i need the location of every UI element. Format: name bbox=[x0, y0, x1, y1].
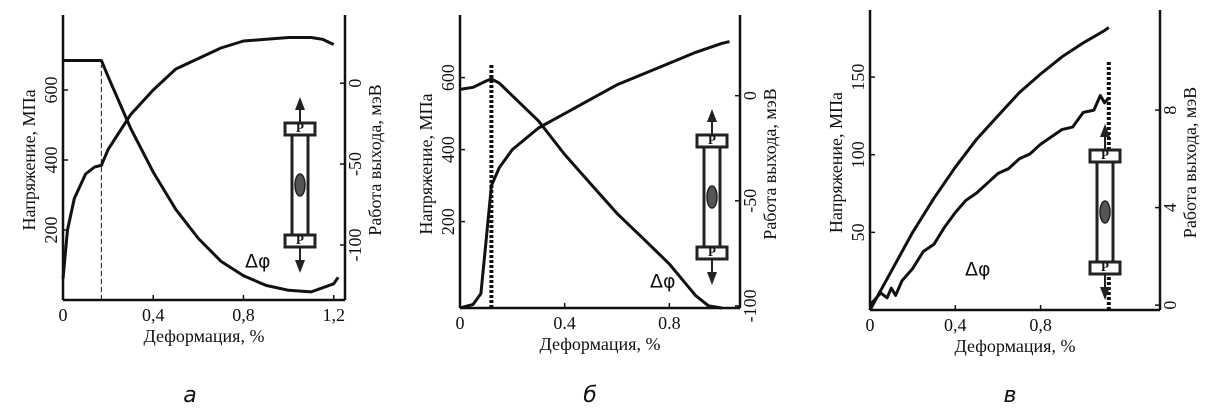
y-tick-label: 400 bbox=[41, 147, 61, 174]
y-axis-title: Напряжение, МПа bbox=[416, 93, 436, 234]
icon-grip bbox=[283, 233, 317, 249]
icon-label: P bbox=[1101, 147, 1109, 162]
y2-tick-label: -100 bbox=[345, 228, 365, 261]
icon-sensor bbox=[294, 173, 306, 197]
data-line bbox=[459, 77, 722, 310]
data-line bbox=[61, 36, 335, 280]
x-tick-label: 1,2 bbox=[322, 305, 345, 325]
y-axis-title: Напряжение, МПа bbox=[19, 89, 39, 230]
icon-sensor bbox=[706, 185, 718, 209]
x-tick-label: 0 bbox=[456, 313, 465, 333]
icon-grip bbox=[1088, 260, 1122, 276]
annotation: Δφ bbox=[245, 251, 271, 273]
data-line bbox=[868, 94, 1110, 307]
y-tick-label: 600 bbox=[438, 64, 458, 91]
y-axis-title: Напряжение, МПа bbox=[826, 92, 846, 233]
x-axis-title: Деформация, % bbox=[955, 336, 1076, 356]
data-line bbox=[868, 26, 1110, 311]
y-tick-label: 600 bbox=[41, 77, 61, 104]
icon-grip bbox=[283, 121, 317, 137]
x-tick-label: 0,4 bbox=[142, 305, 165, 325]
annotation: Δφ bbox=[650, 271, 676, 293]
x-tick-label: 0.8 bbox=[658, 313, 681, 333]
panel-label: б bbox=[583, 383, 597, 408]
panel-label: а bbox=[183, 383, 196, 408]
y2-tick-label: -50 bbox=[740, 189, 760, 213]
y-tick-label: 400 bbox=[438, 136, 458, 163]
y-tick-label: 150 bbox=[848, 64, 868, 91]
y2-tick-label: -50 bbox=[345, 152, 365, 176]
y-tick-label: 100 bbox=[848, 141, 868, 168]
y-tick-label: 50 bbox=[848, 223, 868, 241]
y2-tick-label: 8 bbox=[1160, 106, 1180, 115]
icon-label: P bbox=[296, 120, 304, 135]
x-tick-label: 0 bbox=[866, 315, 875, 335]
y2-axis-title: Работа выхода, мэВ bbox=[1180, 87, 1200, 238]
x-tick-label: 0,4 bbox=[944, 315, 967, 335]
x-tick-label: 0 bbox=[59, 305, 68, 325]
data-line bbox=[63, 59, 340, 294]
icon-label: P bbox=[708, 244, 716, 259]
x-tick-label: 0.4 bbox=[553, 313, 576, 333]
icon-label: P bbox=[296, 232, 304, 247]
icon-grip bbox=[695, 133, 729, 149]
y2-axis-title: Работа выхода, мэВ bbox=[365, 84, 385, 235]
y2-tick-label: 0 bbox=[345, 79, 365, 88]
annotation: Δφ bbox=[965, 259, 991, 281]
icon-grip bbox=[1088, 148, 1122, 164]
y2-tick-label: -100 bbox=[740, 289, 760, 322]
icon-label: P bbox=[1101, 259, 1109, 274]
x-axis-title: Деформация, % bbox=[540, 334, 661, 354]
y-tick-label: 200 bbox=[41, 217, 61, 244]
data-line bbox=[459, 40, 730, 310]
y2-tick-label: 0 bbox=[1160, 301, 1180, 310]
x-axis-title: Деформация, % bbox=[144, 326, 265, 346]
y2-tick-label: 4 bbox=[1160, 203, 1180, 212]
y2-axis-title: Работа выхода, мэВ bbox=[760, 88, 780, 239]
icon-grip bbox=[695, 245, 729, 261]
icon-label: P bbox=[708, 132, 716, 147]
icon-sensor bbox=[1099, 200, 1111, 224]
x-tick-label: 0,8 bbox=[232, 305, 255, 325]
y-tick-label: 200 bbox=[438, 208, 458, 235]
y2-tick-label: 0 bbox=[740, 91, 760, 100]
x-tick-label: 0,8 bbox=[1029, 315, 1052, 335]
panel-label: в bbox=[1004, 383, 1017, 408]
